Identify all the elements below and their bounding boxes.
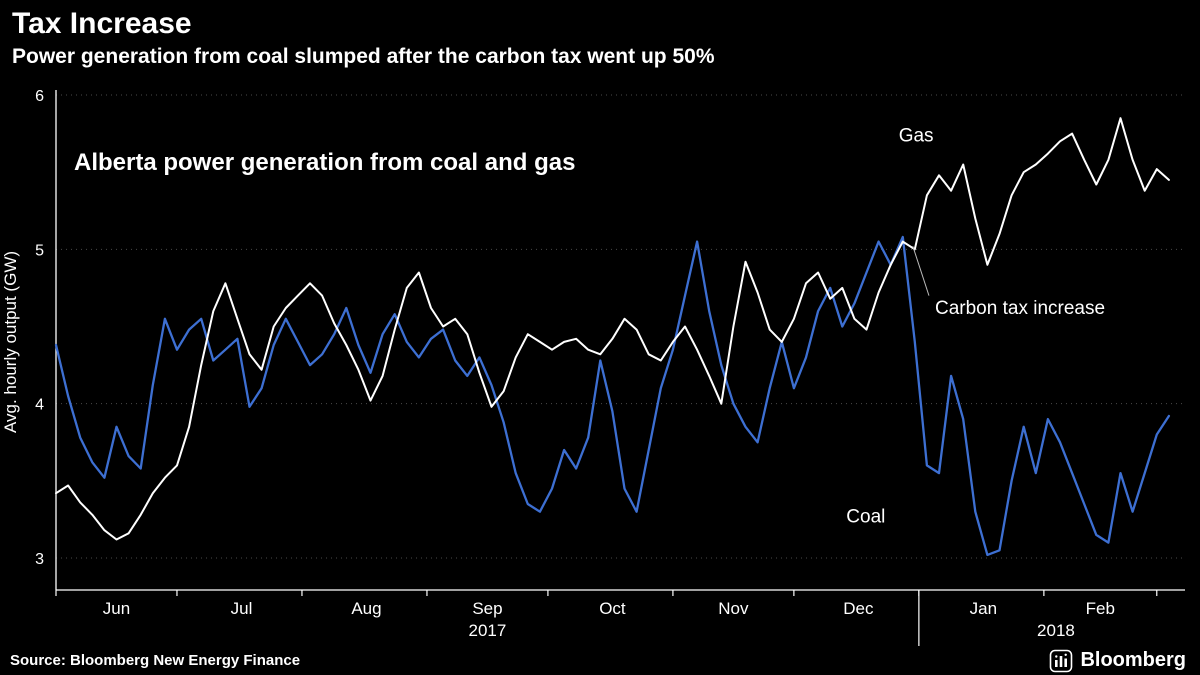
- y-tick-label: 6: [35, 88, 44, 105]
- source-note: Source: Bloomberg New Energy Finance: [10, 652, 301, 669]
- chart-footer: Source: Bloomberg New Energy Finance Blo…: [0, 649, 1200, 675]
- month-label: Feb: [1086, 599, 1115, 618]
- month-label: Oct: [599, 599, 626, 618]
- y-tick-label: 4: [35, 397, 44, 414]
- coal-label: Coal: [846, 507, 885, 528]
- y-tick-label: 3: [35, 551, 44, 568]
- y-axis-title: Avg. hourly output (GW): [1, 251, 20, 433]
- line-chart: 3 4 5 6 Jun Jul Aug Sep Oct Nov Dec Jan Feb 2017 2018 A…: [0, 84, 1200, 650]
- bloomberg-wordmark: Bloomberg: [1080, 649, 1186, 671]
- bloomberg-logo: Bloomberg: [1049, 649, 1186, 673]
- month-label: Nov: [718, 599, 749, 618]
- gas-label: Gas: [899, 125, 934, 146]
- carbon-tax-label: Carbon tax increase: [935, 298, 1105, 319]
- year-label: 2017: [469, 621, 507, 640]
- month-label: Jul: [231, 599, 253, 618]
- page-title: Tax Increase: [12, 7, 192, 40]
- month-label: Sep: [472, 599, 502, 618]
- page-subtitle: Power generation from coal slumped after…: [12, 44, 715, 68]
- month-label: Aug: [351, 599, 381, 618]
- bloomberg-logo-icon: [1050, 649, 1073, 672]
- month-label: Jun: [103, 599, 130, 618]
- month-label: Jan: [970, 599, 997, 618]
- chart-inner-title: Alberta power generation from coal and g…: [74, 149, 575, 176]
- month-label: Dec: [843, 599, 874, 618]
- year-label: 2018: [1037, 621, 1075, 640]
- annotation-leader-line: [912, 246, 930, 296]
- chart-header: Tax Increase Power generation from coal …: [0, 0, 1200, 69]
- series-line-coal: [54, 235, 1171, 557]
- series-line-gas: [55, 117, 1170, 541]
- chart-canvas: 3 4 5 6 Jun Jul Aug Sep Oct Nov Dec Jan Feb 2017 2018 A…: [1, 88, 1185, 646]
- y-tick-label: 5: [35, 242, 44, 259]
